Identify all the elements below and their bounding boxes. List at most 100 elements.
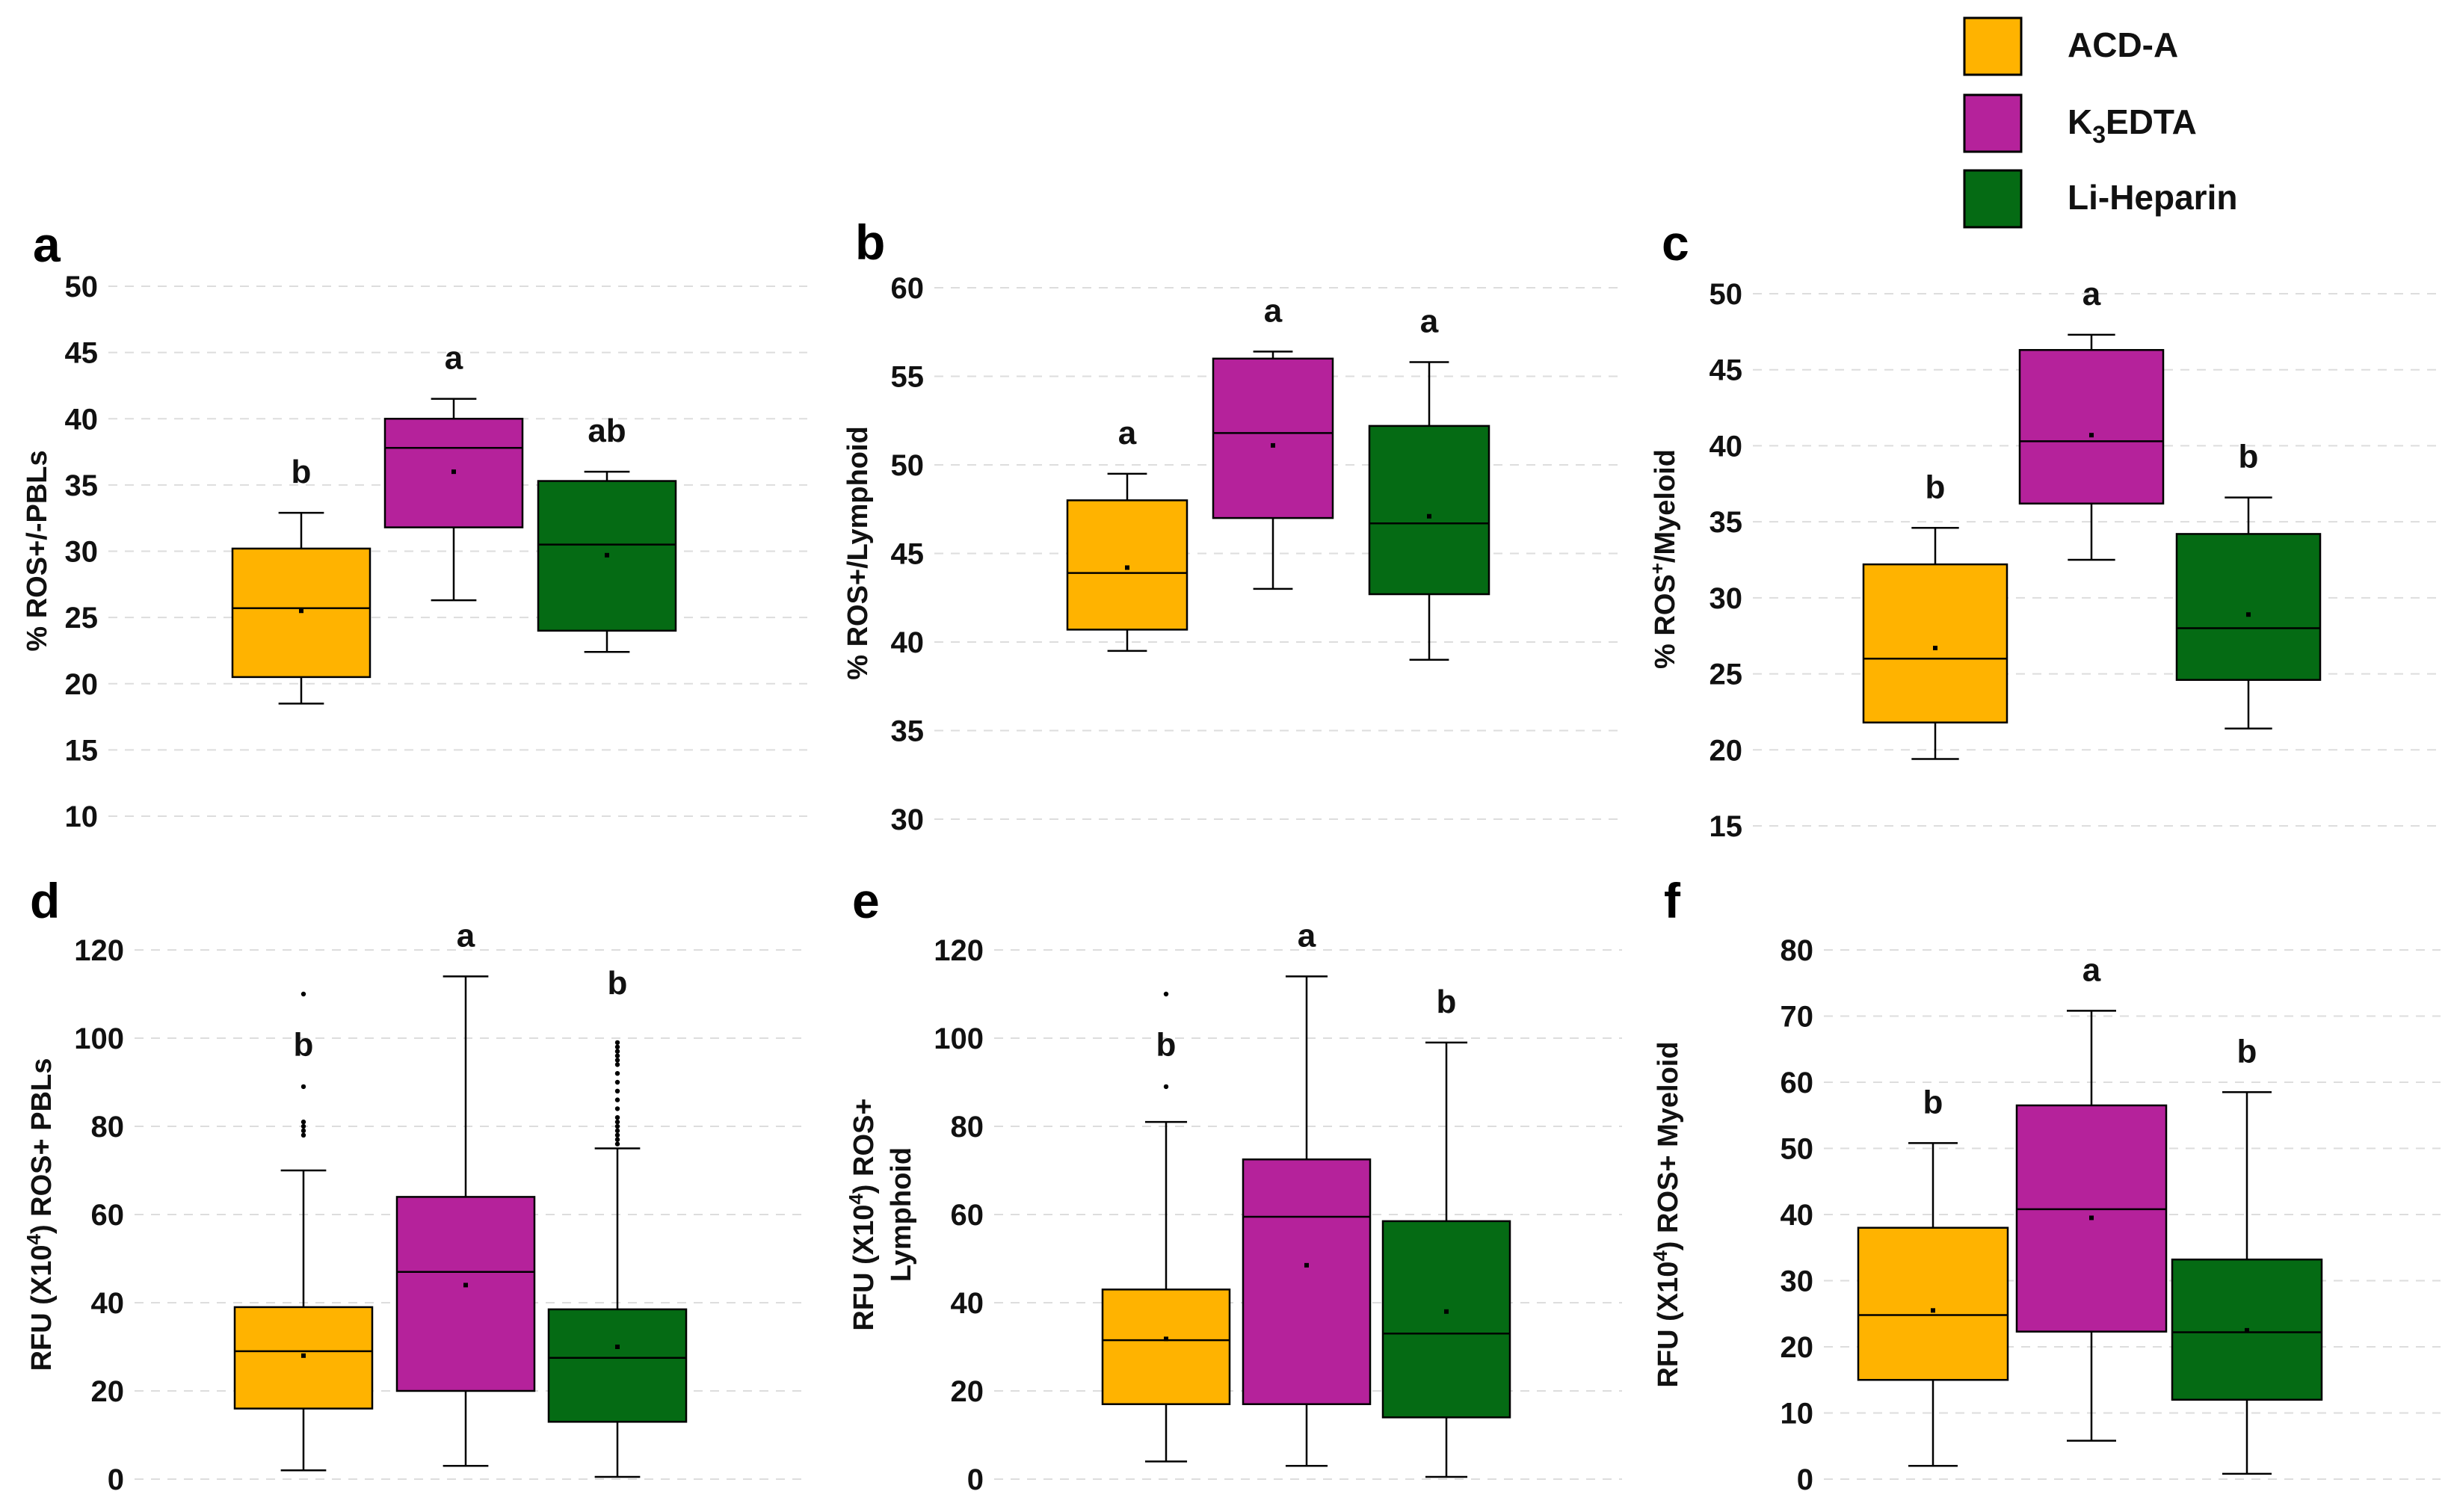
box-k3edta: a (1212, 292, 1334, 590)
y-tick-label: 40 (65, 403, 99, 436)
legend-swatch (1963, 169, 2023, 229)
y-axis-label-rest: /Myeloid (1650, 449, 1681, 563)
outlier-point (300, 991, 306, 997)
outlier-point (300, 1128, 306, 1134)
panel-label: b (855, 215, 885, 270)
mean-marker (1164, 1336, 1168, 1342)
y-tick-label: 30 (65, 536, 99, 569)
outlier-point (614, 1040, 620, 1046)
y-tick-label: 60 (951, 1199, 984, 1232)
y-axis-label: % ROS+/-PBLs (22, 450, 53, 651)
box-li-heparin: b (1381, 984, 1511, 1478)
box-acd-a: b (1862, 469, 2008, 760)
y-tick-label: 0 (1797, 1463, 1813, 1496)
legend-item-3: Li-Heparin (1963, 169, 2237, 229)
significance-letter: b (1437, 984, 1457, 1020)
significance-letter: a (2082, 276, 2101, 312)
mean-marker (2089, 433, 2094, 438)
mean-marker (605, 552, 609, 558)
mean-marker (615, 1345, 620, 1349)
y-tick-label: 40 (1709, 430, 1743, 463)
box-li-heparin: b (2171, 1033, 2323, 1475)
box-iqr (1101, 1289, 1231, 1405)
panel-label: f (1664, 873, 1681, 928)
y-tick-label: 40 (891, 626, 925, 659)
y-tick-label: 20 (91, 1375, 125, 1408)
y-axis-label-rest: ) ROS+ PBLs (26, 1058, 58, 1234)
y-tick-label: 60 (891, 272, 925, 305)
y-tick-label: 40 (951, 1287, 984, 1320)
panel-d: d 0 20 40 60 80 100 120 RFU (X104) ROS+ PBLs b a b (22, 873, 807, 1496)
box-li-heparin: b (547, 965, 688, 1478)
outlier-point (300, 1119, 306, 1125)
box-li-heparin: ab (537, 413, 677, 653)
box-iqr (1242, 1158, 1372, 1405)
y-tick-label: 45 (1709, 354, 1743, 387)
y-tick-label: 70 (1781, 1001, 1814, 1034)
significance-letter: b (1923, 1084, 1943, 1120)
outlier-point (300, 1132, 306, 1138)
box-k3edta: a (2015, 951, 2168, 1442)
outlier-point (614, 1119, 620, 1125)
box-k3edta: a (383, 340, 524, 602)
y-tick-label: 120 (74, 934, 124, 967)
outlier-point (1163, 991, 1169, 997)
y-tick-label: 25 (1709, 658, 1743, 691)
box-k3edta: a (395, 917, 536, 1467)
mean-marker (1271, 442, 1275, 448)
significance-letter: a (1118, 415, 1137, 451)
legend-swatch (1963, 93, 2023, 153)
legend-swatch (1963, 16, 2023, 76)
box-iqr (1368, 425, 1490, 596)
y-tick-label: 35 (891, 715, 925, 748)
outlier-point (614, 1088, 620, 1094)
y-axis-label: % ROS+/Lymphoid (842, 426, 874, 680)
mean-marker (301, 1353, 306, 1358)
y-tick-label: 15 (65, 734, 99, 767)
significance-letter: b (2239, 439, 2259, 475)
significance-letter: a (1420, 303, 1439, 340)
outlier-point (300, 1084, 306, 1090)
y-tick-label: 80 (91, 1111, 125, 1144)
box-iqr (395, 1196, 536, 1392)
y-tick-label: 20 (65, 668, 99, 701)
panel-b: b 30 35 40 45 50 55 60 % ROS+/Lymphoid a a a (842, 215, 1622, 836)
y-tick-label: 35 (1709, 506, 1743, 539)
significance-letter: ab (588, 413, 626, 449)
y-tick-label: 25 (65, 602, 99, 635)
y-tick-label: 45 (891, 538, 925, 571)
y-tick-label: 40 (1781, 1199, 1814, 1232)
legend-label-rest: EDTA (2106, 102, 2197, 141)
mean-marker (463, 1283, 468, 1288)
outlier-point (614, 1053, 620, 1058)
box-iqr (2018, 349, 2165, 504)
box-iqr (547, 1308, 688, 1423)
y-axis-label-sup: 4 (845, 1194, 867, 1205)
y-tick-label: 30 (891, 803, 925, 836)
legend-label: ACD-A (2068, 25, 2178, 64)
y-tick-label: 20 (1709, 734, 1743, 767)
y-tick-label: 120 (934, 934, 984, 967)
outlier-point (614, 1141, 620, 1147)
y-tick-label: 100 (74, 1022, 124, 1055)
y-axis-label-sup: 4 (1649, 1250, 1671, 1262)
outlier-point (614, 1049, 620, 1054)
outlier-point (614, 1044, 620, 1050)
mean-marker (2245, 1327, 2249, 1333)
box-acd-a: b (233, 991, 374, 1472)
y-tick-label: 30 (1709, 582, 1743, 615)
box-iqr (1857, 1226, 2009, 1381)
y-tick-label: 50 (1781, 1133, 1814, 1166)
outlier-point (614, 1137, 620, 1142)
y-axis-label-sup: + (1646, 563, 1668, 574)
y-axis-label-rest: ) ROS+ (848, 1098, 880, 1194)
y-tick-label: 55 (891, 361, 925, 394)
mean-marker (2089, 1215, 2094, 1221)
outlier-point (614, 1071, 620, 1076)
y-tick-label: 50 (1709, 278, 1743, 311)
mean-marker (1931, 1308, 1935, 1313)
y-tick-label: 50 (891, 449, 925, 482)
panel-a: a 10 15 20 25 30 35 40 45 50 % ROS+/-PBLs b a ab (22, 217, 807, 833)
box-li-heparin: b (2175, 439, 2322, 730)
outlier-point (300, 1123, 306, 1129)
